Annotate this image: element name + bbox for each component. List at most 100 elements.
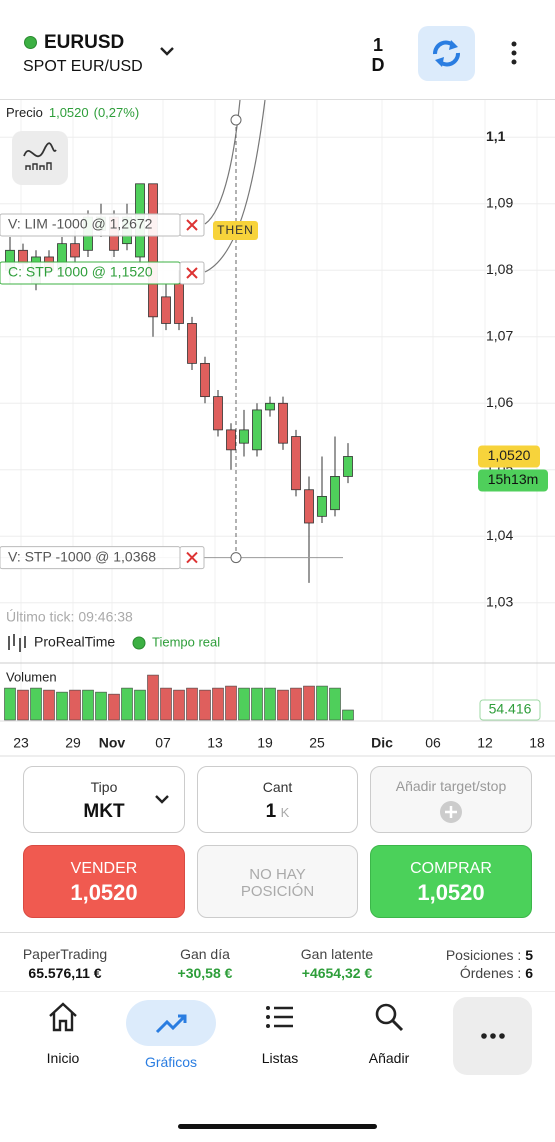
volume-box [479, 699, 541, 721]
indicator-bars [25, 162, 52, 170]
nav-home[interactable]: Inicio [13, 1000, 113, 1066]
y-tick-label: 1,06 [486, 394, 513, 410]
price-value: 1,0520 [49, 105, 89, 120]
volume-bar [264, 687, 276, 721]
nav-label: Gráficos [144, 1054, 198, 1070]
buy-button[interactable]: COMPRAR 1,0520 [370, 845, 532, 918]
volume-bar [121, 687, 133, 721]
x-tick-label: 13 [207, 735, 223, 751]
order-label: V: LIM -1000 @ 1,2672 [8, 216, 153, 232]
nav-add[interactable]: Añadir [339, 1000, 439, 1066]
y-tick-label: 1,03 [486, 594, 513, 610]
sell-button[interactable]: VENDER 1,0520 [23, 845, 185, 918]
nav-label: Listas [261, 1050, 299, 1066]
candle-body [278, 402, 288, 444]
price-label: Precio 1,0520 (0,27%) [6, 105, 139, 120]
qty-label: Cant [262, 779, 293, 795]
then-badge [213, 221, 258, 240]
candle-body [252, 409, 262, 451]
y-tick-label: 1,08 [486, 261, 513, 277]
close-x [186, 219, 198, 231]
candle-body [265, 402, 275, 411]
dropdown[interactable] [158, 44, 176, 58]
last-price: 1,0520 [488, 447, 531, 463]
buy-price: 1,0520 [417, 880, 485, 905]
x-tick-label: Nov [99, 735, 126, 751]
volume-bar [329, 687, 341, 721]
status-dot [24, 36, 37, 49]
sell-label: VENDER [70, 860, 138, 877]
menu[interactable] [508, 40, 520, 68]
x-tick-label: 29 [65, 735, 81, 751]
volume-bar [160, 687, 172, 721]
type-value: MKT [83, 801, 125, 822]
y-tick-label: 1,09 [486, 194, 513, 210]
volume-bar [43, 689, 55, 721]
order-label: C: STP 1000 @ 1,1520 [8, 264, 153, 280]
type-selector[interactable]: Tipo MKT [23, 766, 185, 833]
last-tick: Último tick: 09:46:38 [6, 609, 133, 625]
volume-bar [342, 709, 354, 721]
x-tick-label: 06 [425, 735, 441, 751]
price-change: (0,27%) [94, 105, 140, 120]
account-value: 65.576,11 € [28, 965, 102, 981]
volume-bar [30, 687, 42, 721]
candle-body [304, 489, 314, 524]
close-x [186, 551, 198, 564]
latent-value: +4654,32 € [301, 965, 373, 981]
indicator-button[interactable] [12, 131, 68, 185]
x-tick-label: 23 [13, 735, 29, 751]
countdown: 15h13m [488, 471, 539, 487]
candle-body [187, 323, 197, 364]
home-indicator [178, 1124, 377, 1129]
node [230, 114, 242, 126]
nav-charts[interactable]: Gráficos [121, 1000, 221, 1070]
realtime-dot [132, 636, 146, 650]
symbol[interactable]: EURUSD [44, 32, 125, 53]
latent-label: Gan latente [300, 946, 374, 962]
nav-label: Inicio [46, 1050, 80, 1066]
candle-body [70, 243, 80, 258]
volume-bar [212, 687, 224, 721]
positions-value: 5 [525, 947, 533, 963]
x-tick-label: 07 [155, 735, 171, 751]
volume-bar [316, 685, 328, 721]
candle-body [148, 183, 158, 318]
tf-top: 1 [372, 35, 383, 55]
price-word: Precio [6, 105, 43, 120]
day-label: Gan día [180, 946, 230, 962]
tf-bottom: D [371, 55, 385, 75]
x-tick-label: 19 [257, 735, 273, 751]
nav-more[interactable] [453, 997, 532, 1075]
refresh-button[interactable] [418, 26, 475, 81]
volume-bar [290, 687, 302, 721]
nav-label: Añadir [368, 1050, 410, 1066]
last-price-box [478, 445, 540, 468]
source-icon [8, 634, 26, 652]
candle-body [200, 362, 210, 398]
x-tick-label: 12 [477, 735, 493, 751]
target-label: Añadir target/stop [395, 778, 507, 794]
volume-bar [17, 689, 29, 721]
source: ProRealTime [34, 634, 115, 650]
volume-bar [4, 687, 16, 721]
volume-bar [173, 689, 185, 721]
then-label: THEN [217, 223, 254, 237]
candle-body [239, 429, 249, 444]
qty-value: 1 [265, 801, 277, 822]
nav-lists[interactable]: Listas [230, 1000, 330, 1066]
order-curve [204, 100, 266, 273]
indicator-icon [23, 142, 57, 158]
volume-bar [186, 687, 198, 721]
candle-body [291, 436, 301, 491]
volume-bar [277, 689, 289, 721]
subtitle: SPOT EUR/USD [23, 58, 143, 75]
qty-input[interactable]: Cant 1 K [197, 766, 358, 833]
stats: PaperTrading 65.576,11 € Gan día +30,58 € … [0, 932, 555, 992]
realtime: Tiempo real [152, 634, 220, 649]
target-button[interactable]: Añadir target/stop [370, 766, 532, 833]
